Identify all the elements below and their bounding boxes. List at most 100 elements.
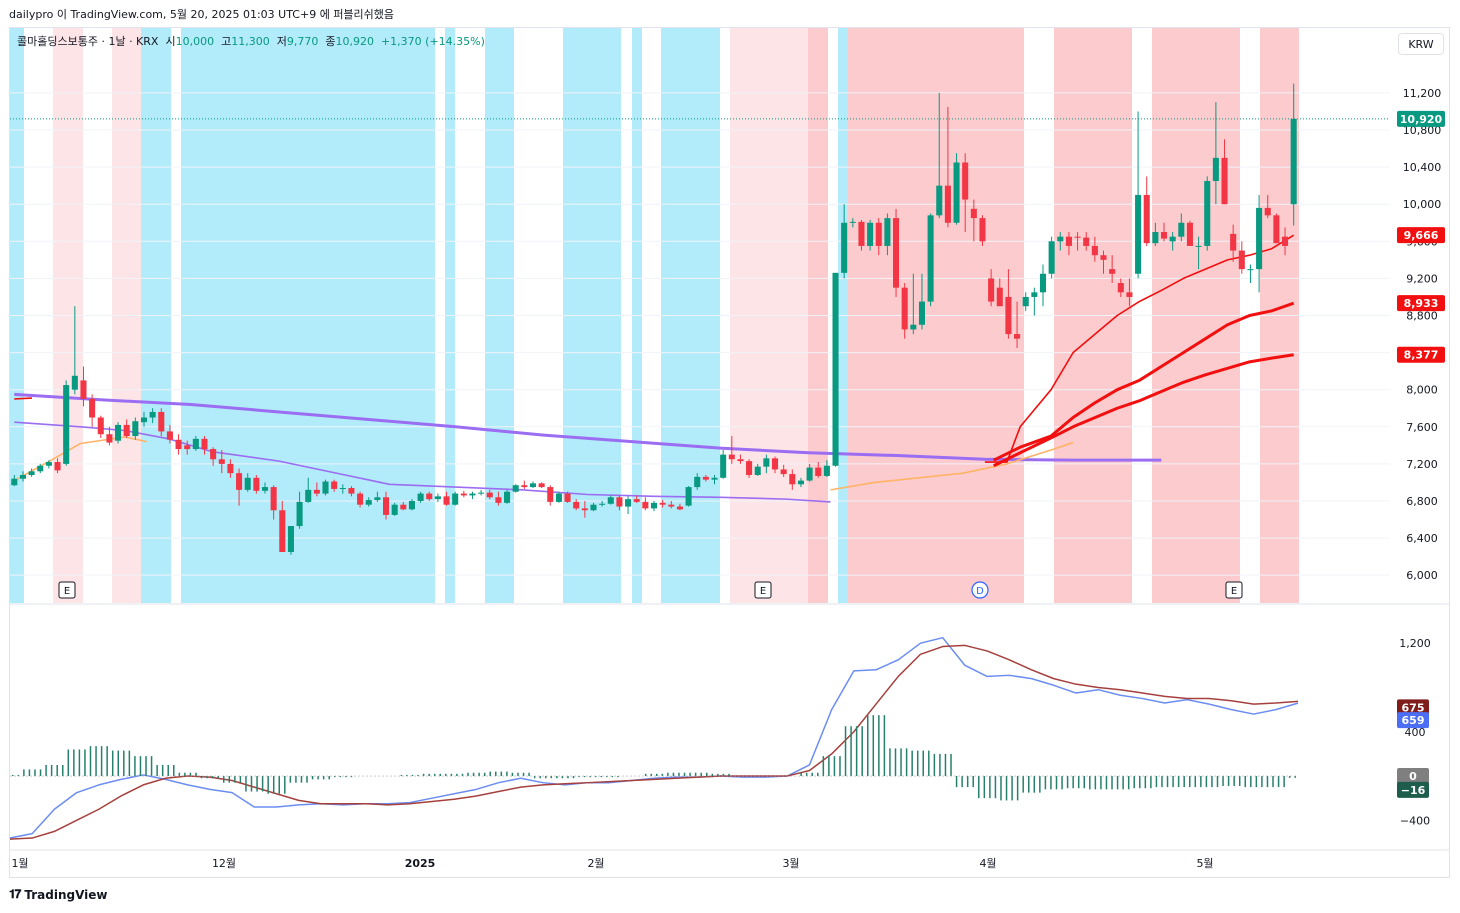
candle bbox=[313, 482, 320, 497]
candle bbox=[1126, 278, 1133, 307]
candle bbox=[1178, 213, 1185, 242]
price-tag: 8,377 bbox=[1397, 346, 1445, 363]
candle bbox=[694, 473, 701, 490]
candle bbox=[771, 456, 779, 474]
candle-body bbox=[106, 434, 113, 443]
candle bbox=[1117, 278, 1124, 297]
candle-body bbox=[452, 493, 459, 505]
candle bbox=[1083, 232, 1090, 251]
price-tick-label: 7,200 bbox=[1406, 458, 1438, 471]
candle bbox=[1152, 222, 1159, 246]
candle bbox=[763, 454, 770, 474]
candle bbox=[19, 471, 26, 482]
price-tag-label: 8,377 bbox=[1404, 349, 1439, 362]
candle-body bbox=[988, 278, 995, 302]
candle-body bbox=[789, 474, 796, 485]
candle bbox=[166, 424, 173, 444]
candle-body bbox=[495, 497, 502, 503]
candle bbox=[71, 306, 78, 395]
candle bbox=[815, 462, 822, 478]
candle bbox=[426, 491, 433, 501]
candle bbox=[529, 481, 537, 488]
candle-body bbox=[694, 476, 701, 488]
candle bbox=[1039, 264, 1047, 307]
candle-body bbox=[1031, 292, 1038, 297]
close-label: 종 bbox=[325, 35, 336, 48]
candle bbox=[1221, 139, 1228, 205]
candle bbox=[797, 477, 804, 488]
candle-body bbox=[659, 502, 666, 505]
candle bbox=[746, 459, 753, 478]
candle bbox=[443, 491, 450, 506]
price-tag: 8,933 bbox=[1397, 295, 1445, 312]
candle bbox=[175, 434, 182, 455]
candle-body bbox=[1005, 296, 1012, 335]
tradingview-logo-icon: 𝟏𝟕 bbox=[9, 887, 21, 901]
candle bbox=[1169, 232, 1176, 251]
candle bbox=[374, 491, 381, 502]
candle bbox=[400, 501, 407, 511]
candle-body bbox=[1039, 273, 1047, 293]
price-tick-label: 8,000 bbox=[1406, 384, 1438, 397]
candle-body bbox=[28, 471, 35, 476]
candle bbox=[538, 482, 545, 488]
candle bbox=[720, 449, 727, 479]
candle bbox=[970, 199, 977, 242]
candle-body bbox=[19, 475, 26, 479]
candle-body bbox=[754, 466, 761, 476]
candle bbox=[858, 219, 865, 251]
candle-body bbox=[910, 324, 917, 330]
event-marker-label: E bbox=[1231, 586, 1237, 597]
candle bbox=[331, 479, 338, 492]
candle bbox=[357, 491, 364, 508]
candle-body bbox=[607, 497, 614, 504]
candle bbox=[244, 473, 251, 492]
candle-body bbox=[1256, 207, 1263, 270]
moving-average-line bbox=[993, 301, 1295, 462]
earnings-marker-icon bbox=[754, 581, 772, 599]
candle bbox=[910, 273, 917, 335]
candle-body bbox=[849, 221, 856, 223]
candle bbox=[1247, 264, 1254, 284]
price-tick-label: 10,400 bbox=[1403, 161, 1442, 174]
macd-tag-label: 0 bbox=[1409, 770, 1417, 783]
candle-body bbox=[1074, 236, 1081, 238]
candle bbox=[918, 273, 925, 330]
candle bbox=[944, 106, 951, 228]
candle-body bbox=[417, 493, 424, 501]
candle-body bbox=[832, 272, 839, 466]
candle-body bbox=[953, 162, 960, 223]
candle-body bbox=[123, 424, 130, 437]
candle bbox=[867, 219, 874, 251]
candle-body bbox=[1143, 194, 1150, 244]
price-tick-label: 6,000 bbox=[1406, 569, 1438, 582]
candle bbox=[884, 213, 891, 256]
candle bbox=[754, 463, 761, 476]
candle bbox=[564, 491, 571, 503]
candle-body bbox=[210, 449, 217, 460]
candle-body bbox=[555, 493, 562, 502]
candle bbox=[123, 419, 130, 438]
candle bbox=[616, 495, 623, 511]
brand-label: TradingView bbox=[24, 887, 108, 902]
candle-body bbox=[815, 467, 822, 476]
candle bbox=[573, 499, 580, 511]
price-tag: 10,920 bbox=[1397, 110, 1445, 127]
candle-body bbox=[460, 493, 467, 496]
candle bbox=[149, 408, 156, 424]
low-value: 9,770 bbox=[286, 35, 319, 48]
candle bbox=[1282, 227, 1289, 256]
candle-body bbox=[668, 504, 675, 507]
candle bbox=[1204, 176, 1211, 251]
candle-body bbox=[780, 469, 787, 475]
candle-body bbox=[884, 218, 891, 246]
candle-body bbox=[426, 493, 433, 500]
candle bbox=[1057, 232, 1064, 251]
currency-button[interactable]: KRW bbox=[1398, 33, 1444, 55]
candle-body bbox=[175, 439, 182, 450]
candle-body bbox=[771, 458, 779, 470]
candle bbox=[1135, 111, 1142, 279]
event-marker-label: D bbox=[976, 586, 984, 597]
candle-body bbox=[244, 477, 251, 490]
